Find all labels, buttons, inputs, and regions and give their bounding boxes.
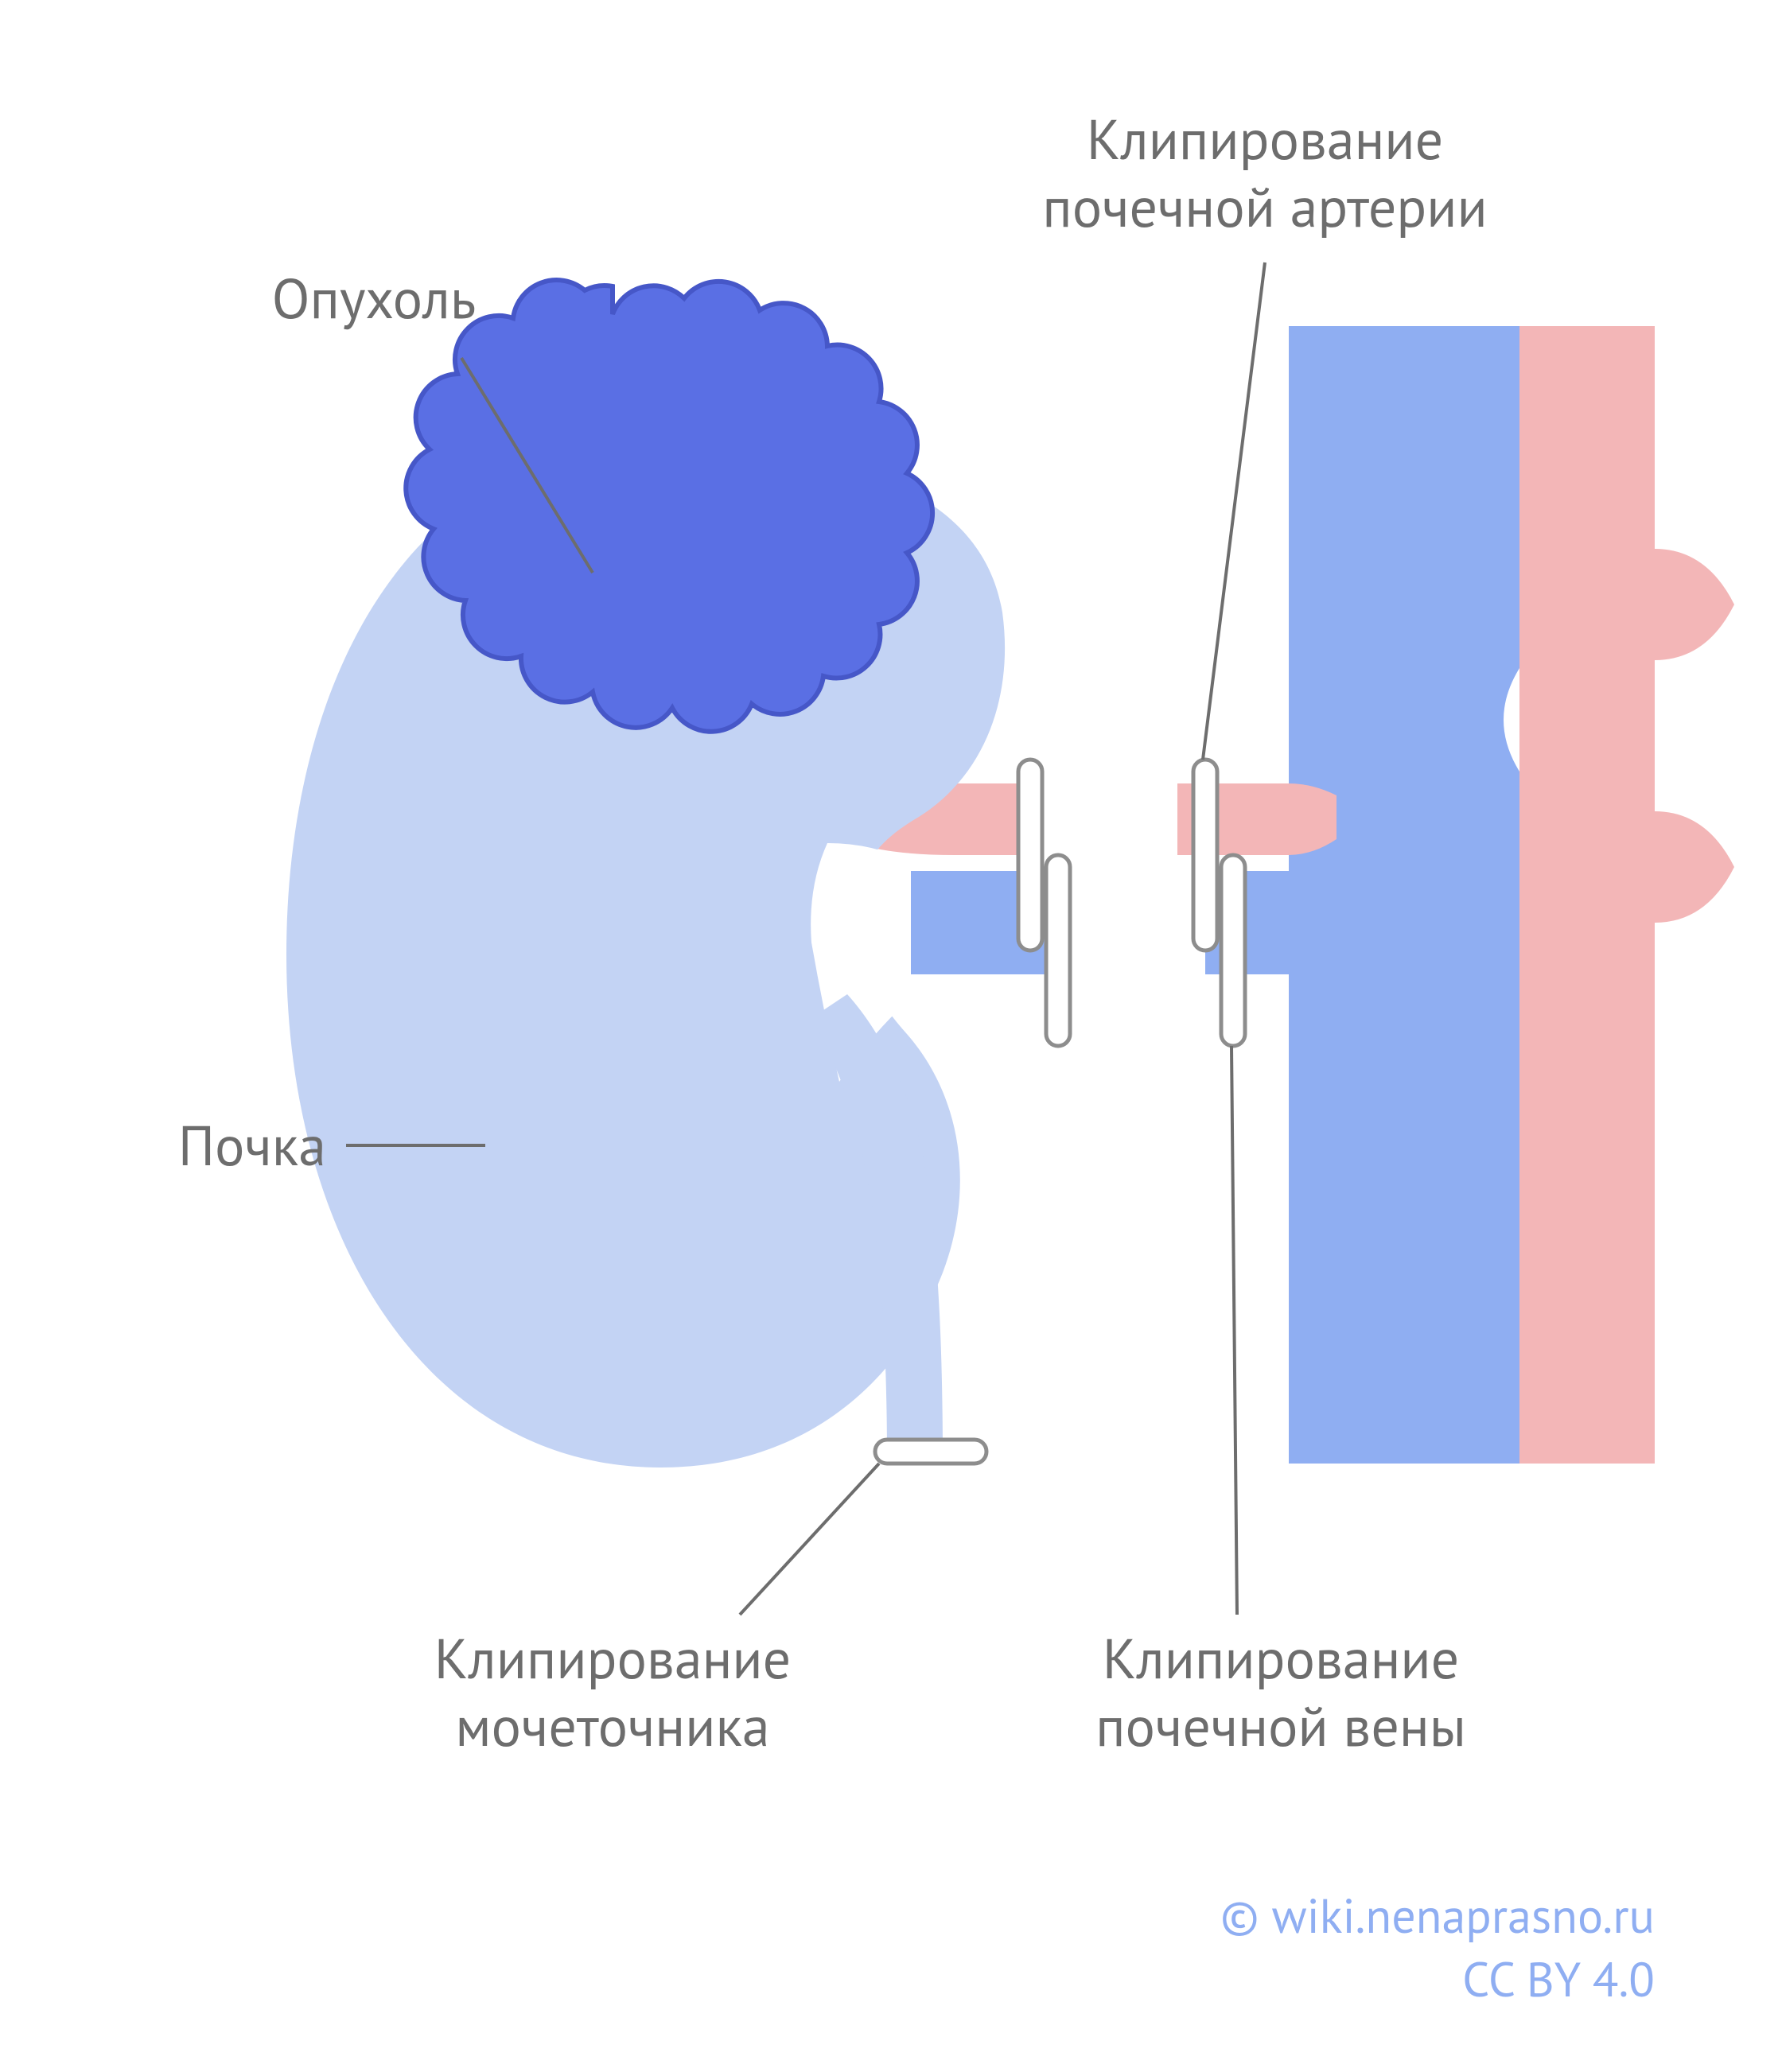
clip-vein-left bbox=[1046, 855, 1070, 1046]
label-artery-clip-l1: Клипирование bbox=[1087, 103, 1443, 175]
label-artery-clip-l2: почечной артерии bbox=[1042, 171, 1487, 243]
svg-text:© wiki.nenaprasn: © wiki.nenaprasno.ru bbox=[1220, 1884, 1655, 1946]
aorta-branch-lower bbox=[1655, 811, 1734, 923]
credit: © wiki.nenaprasno.ru CC BY 4.0 bbox=[1220, 1884, 1655, 2010]
leader-vein bbox=[1231, 1046, 1237, 1615]
aorta-trunk bbox=[1519, 326, 1655, 1464]
label-ureter-clip-l1: Клипирование bbox=[434, 1623, 791, 1694]
nephrectomy-diagram: Опухоль Почка Клипирование почечной арте… bbox=[0, 0, 1782, 2072]
copyright-symbol: © bbox=[1220, 1884, 1259, 1946]
label-vein-clip-l1: Клипирование bbox=[1103, 1623, 1459, 1694]
great-vessels bbox=[1289, 326, 1734, 1464]
vena-cava-trunk bbox=[1289, 326, 1519, 1464]
clip-ureter bbox=[875, 1440, 986, 1464]
clip-artery-right bbox=[1193, 760, 1217, 950]
leader-artery bbox=[1203, 262, 1265, 760]
aorta-branch-upper bbox=[1655, 549, 1734, 660]
clip-artery-left bbox=[1018, 760, 1042, 950]
label-tumor: Опухоль bbox=[272, 262, 477, 334]
leader-ureter bbox=[740, 1464, 879, 1615]
label-kidney: Почка bbox=[178, 1110, 326, 1181]
clip-vein-right bbox=[1221, 855, 1245, 1046]
credit-source: wiki.nenaprasno.ru bbox=[1272, 1884, 1655, 1946]
label-vein-clip-l2: почечной вены bbox=[1095, 1690, 1466, 1762]
credit-license: CC BY 4.0 bbox=[1462, 1948, 1655, 2010]
label-ureter-clip-l2: мочеточника bbox=[455, 1690, 769, 1762]
